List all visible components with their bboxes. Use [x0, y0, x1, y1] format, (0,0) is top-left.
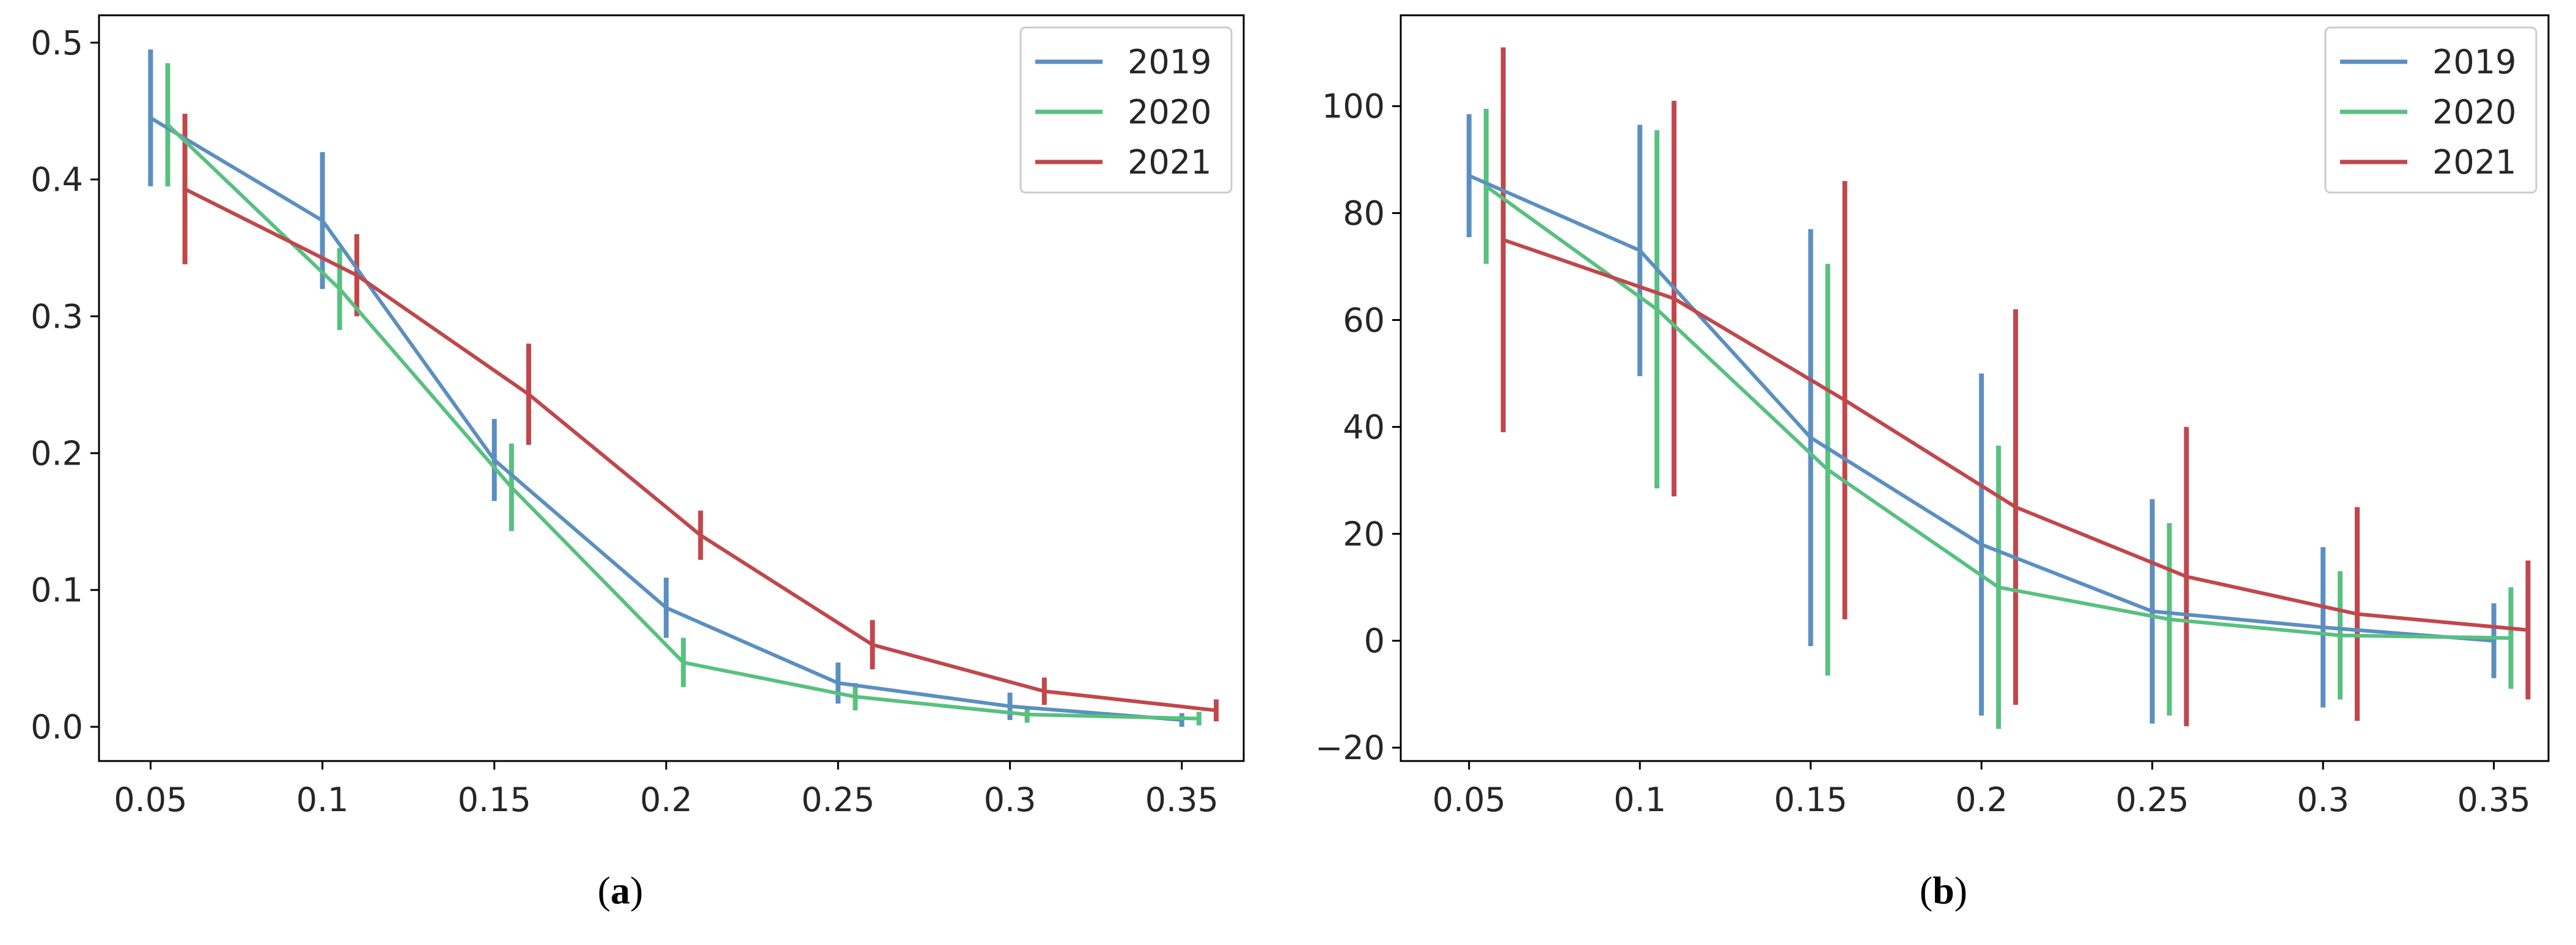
x-tick-label: 0.15: [458, 781, 531, 819]
legend-frame: [2324, 26, 2537, 194]
x-tick-label: 0.3: [984, 781, 1037, 819]
x-tick-label: 0.3: [2297, 781, 2349, 819]
x-tick-label: 0.35: [1145, 781, 1219, 819]
series-line-2020: [166, 123, 1199, 721]
y-tick-label: 0: [1364, 622, 1385, 660]
x-tick-label: 0.25: [801, 781, 875, 819]
legend-label-2019: 2019: [1128, 43, 1211, 81]
chart-b: 0.05 0.1 0.15 0.2 0.25 0.3 0.35 −20 0 20 40 60 80 100…: [1315, 14, 2550, 819]
x-tick-label: 0.35: [2457, 781, 2530, 819]
series-line-2021: [1502, 238, 2528, 632]
x-tick-label: 0.05: [114, 781, 187, 819]
legend-frame: [1019, 26, 1233, 194]
legend-label-2021: 2021: [2432, 143, 2516, 182]
legend-label-2020: 2020: [1128, 93, 1211, 131]
y-tick-label: 0.1: [31, 571, 83, 609]
caption-a: (a): [597, 869, 644, 912]
y-tick-label: 0.5: [31, 24, 83, 62]
legend: 2019 2020 2021: [1019, 26, 1233, 194]
chart-a: 0.05 0.1 0.15 0.2 0.25 0.3 0.35 0.0 0.1 0.2 0.3 0.4…: [31, 14, 1245, 819]
y-tick-label: 0.4: [31, 161, 83, 199]
series-line-2019: [149, 116, 1182, 722]
x-tick-label: 0.1: [296, 781, 349, 819]
y-tick-label: 80: [1343, 194, 1385, 233]
y-tick-label: 0.0: [31, 708, 83, 746]
legend-label-2020: 2020: [2432, 93, 2516, 131]
series-line-2021: [184, 187, 1217, 713]
x-tick-label: 0.1: [1613, 781, 1666, 819]
x-tick-label: 0.15: [1774, 781, 1848, 819]
y-tick-label: 100: [1322, 87, 1385, 126]
axes-frame: [98, 14, 1245, 762]
y-tick-label: 0.3: [31, 297, 83, 336]
axes-frame: [1400, 14, 2550, 762]
series-line-2019: [1468, 174, 2494, 643]
legend-label-2021: 2021: [1128, 143, 1211, 182]
y-tick-label: 0.2: [31, 434, 83, 473]
series-line-2020: [1484, 185, 2511, 640]
caption-b: (b): [1919, 869, 1968, 912]
y-tick-label: 40: [1343, 408, 1385, 446]
x-tick-label: 0.2: [640, 781, 692, 819]
x-tick-label: 0.2: [1955, 781, 2008, 819]
x-tick-label: 0.05: [1433, 781, 1506, 819]
y-tick-label: −20: [1315, 729, 1385, 767]
x-tick-label: 0.25: [2116, 781, 2189, 819]
legend: 2019 2020 2021: [2324, 26, 2537, 194]
legend-label-2019: 2019: [2432, 43, 2516, 81]
y-tick-label: 20: [1343, 515, 1385, 553]
y-tick-label: 60: [1343, 301, 1385, 339]
